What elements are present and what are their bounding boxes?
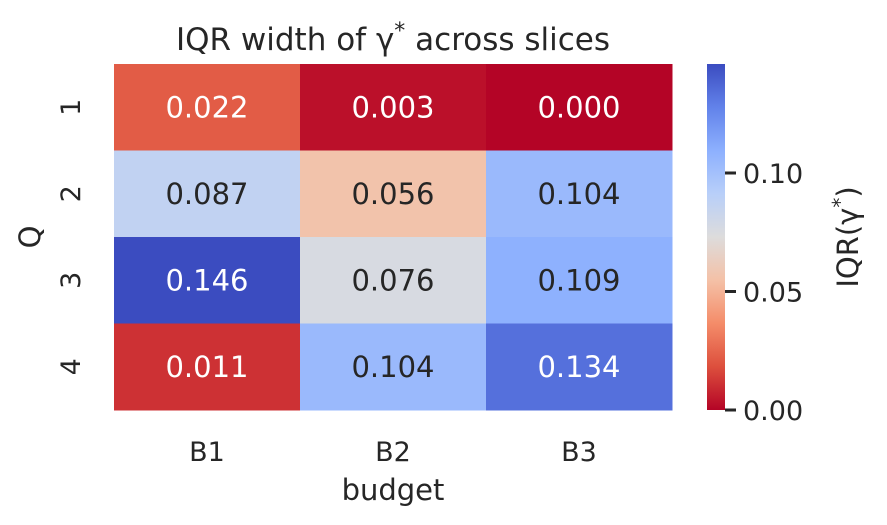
heatmap-grid: [114, 64, 673, 411]
cell-value-label: 0.146: [165, 263, 248, 297]
colorbar-tick-label: 0.05: [743, 278, 803, 309]
cell-value-label: 0.104: [537, 177, 620, 211]
colorbar-ticks: 0.00 0.05 0.10: [725, 159, 803, 427]
heatmap-cell: [300, 237, 487, 324]
colorbar-tick-label: 0.10: [743, 159, 803, 190]
x-tick-label: B3: [561, 437, 597, 468]
heatmap-cell: [114, 64, 301, 151]
heatmap-cell: [114, 237, 301, 324]
cell-value-label: 0.076: [351, 263, 434, 297]
y-tick-label: 2: [56, 185, 87, 202]
heatmap-cell: [114, 150, 301, 238]
cell-value-label: 0.087: [165, 177, 248, 211]
cell-value-label: 0.056: [351, 177, 434, 211]
heatmap-cell: [486, 150, 673, 238]
heatmap-cell: [486, 323, 673, 411]
chart-title: IQR width of γ* across slices: [176, 19, 610, 58]
cell-value-label: 0.109: [537, 263, 620, 297]
cell-value-label: 0.104: [351, 350, 434, 384]
y-tick-labels: 1 2 3 4: [56, 99, 87, 376]
colorbar: [707, 64, 725, 410]
x-tick-label: B2: [375, 437, 411, 468]
cell-value-label: 0.022: [165, 90, 248, 124]
heatmap-cell: [300, 64, 487, 151]
y-tick-label: 3: [56, 272, 87, 289]
heatmap-cell: [114, 323, 301, 411]
cell-value-label: 0.000: [537, 90, 620, 124]
heatmap-cell: [300, 150, 487, 238]
cell-value-label: 0.134: [537, 350, 620, 384]
y-tick-label: 1: [56, 99, 87, 116]
cell-value-label: 0.003: [351, 90, 434, 124]
x-tick-label: B1: [189, 437, 225, 468]
colorbar-label: IQR(γ*): [828, 186, 865, 287]
cell-value-label: 0.011: [165, 350, 248, 384]
x-axis-label: budget: [342, 473, 445, 507]
y-tick-label: 4: [56, 358, 87, 375]
x-tick-labels: B1 B2 B3: [189, 437, 597, 468]
heatmap-cell: [486, 64, 673, 151]
heatmap-cell: [486, 237, 673, 324]
heatmap-cell: [300, 323, 487, 411]
y-axis-label: Q: [13, 226, 47, 249]
colorbar-tick-label: 0.00: [743, 396, 803, 427]
heatmap-value-labels: 0.022 0.003 0.000 0.087 0.056 0.104 0.146 0.076…: [165, 90, 620, 384]
